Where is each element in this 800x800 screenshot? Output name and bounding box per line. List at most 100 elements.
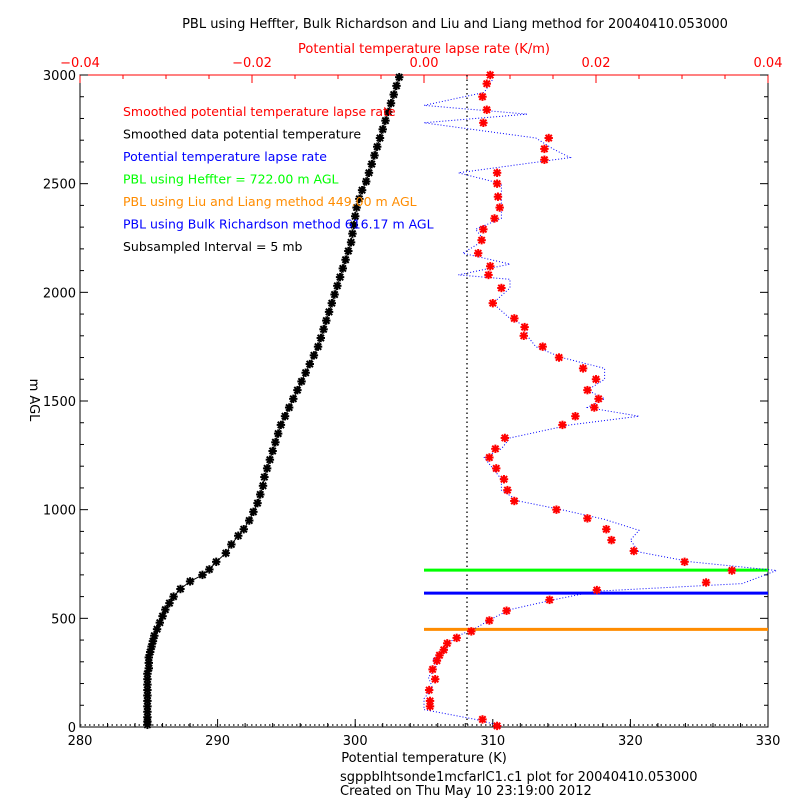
smoothed-temperature-point — [297, 377, 306, 386]
smoothed-temperature-point — [305, 359, 314, 369]
smoothed-lapse-rate-point — [425, 696, 435, 706]
smoothed-lapse-rate-point — [484, 270, 493, 280]
smoothed-temperature-point — [150, 631, 159, 640]
smoothed-temperature-point — [256, 490, 265, 499]
legend-entry: PBL using Liu and Liang method 449.00 m … — [123, 194, 417, 209]
smoothed-lapse-rate-point — [503, 485, 512, 495]
smoothed-temperature-point — [364, 168, 374, 177]
smoothed-lapse-rate-point — [590, 403, 599, 412]
smoothed-lapse-rate-point — [486, 70, 495, 80]
smoothed-temperature-point — [381, 116, 390, 125]
smoothed-temperature-point — [324, 307, 334, 317]
bottom-tick-label: 300 — [343, 734, 368, 749]
legend: Smoothed potential temperature lapse rat… — [123, 104, 434, 254]
smoothed-lapse-rate-point — [478, 92, 487, 101]
smoothed-lapse-rate-point — [467, 627, 476, 636]
smoothed-lapse-rate-point — [486, 262, 495, 271]
smoothed-lapse-rate-point — [428, 665, 437, 674]
smoothed-lapse-rate-point — [479, 118, 488, 128]
smoothed-temperature-point — [338, 264, 348, 273]
smoothed-lapse-rate-point — [491, 444, 500, 454]
smoothed-temperature-point — [276, 420, 286, 430]
smoothed-temperature-point — [341, 255, 350, 264]
smoothed-lapse-rate-point — [500, 433, 510, 443]
smoothed-temperature-point — [335, 272, 345, 282]
smoothed-temperature-point — [165, 598, 174, 608]
smoothed-temperature-point — [351, 212, 360, 221]
smoothed-temperature-point — [205, 565, 214, 574]
smoothed-temperature-point — [280, 412, 290, 421]
smoothed-lapse-rate-point — [439, 645, 448, 655]
smoothed-temperature-point — [367, 159, 376, 169]
smoothed-lapse-rate-point — [520, 322, 529, 332]
smoothed-lapse-rate-point — [544, 133, 553, 143]
smoothed-lapse-rate-point — [478, 715, 487, 724]
smoothed-temperature-point — [344, 246, 353, 256]
chart-title: PBL using Heffter, Bulk Richardson and L… — [182, 17, 728, 32]
smoothed-lapse-rate-point — [510, 314, 519, 323]
smoothed-temperature-point — [348, 229, 357, 238]
legend-entry: Smoothed potential temperature lapse rat… — [123, 104, 396, 119]
footer-created: Created on Thu May 10 23:19:00 2012 — [340, 784, 592, 799]
y-tick-label: 1000 — [43, 504, 76, 519]
smoothed-temperature-point — [155, 618, 165, 627]
smoothed-lapse-rate-point — [490, 214, 499, 223]
smoothed-temperature-point — [239, 525, 248, 534]
y-tick-label: 2000 — [43, 286, 76, 301]
smoothed-temperature-point — [293, 385, 302, 395]
smoothed-temperature-point — [212, 557, 221, 567]
footer-source: sgppblhtsonde1mcfarlC1.c1 plot for 20040… — [340, 770, 698, 785]
smoothed-temperature-point — [227, 540, 236, 549]
smoothed-lapse-rate-point — [492, 721, 502, 731]
smoothed-lapse-rate-point — [583, 385, 592, 395]
smoothed-lapse-rate-point — [482, 105, 491, 114]
y-tick-label: 1500 — [43, 395, 76, 410]
top-axis-ticks: −0.04 −0.02 0.00 0.02 0.04 — [60, 56, 782, 83]
smoothed-lapse-rate-point — [492, 168, 502, 177]
legend-entry: PBL using Bulk Richardson method 616.17 … — [123, 217, 434, 232]
bottom-tick-label: 320 — [618, 734, 643, 749]
smoothed-lapse-rate-point — [485, 616, 494, 625]
smoothed-lapse-rate-point — [492, 464, 501, 473]
smoothed-temperature-point — [322, 316, 331, 325]
smoothed-temperature-point — [260, 472, 269, 482]
smoothed-lapse-rate-point — [479, 225, 488, 234]
smoothed-temperature-point — [392, 81, 401, 91]
smoothed-lapse-rate-point — [452, 633, 461, 643]
top-tick-label: −0.02 — [232, 56, 272, 71]
smoothed-temperature-point — [284, 403, 294, 412]
smoothed-temperature-point — [333, 281, 342, 291]
smoothed-temperature-point — [352, 203, 361, 212]
smoothed-lapse-rate-point — [497, 283, 506, 293]
smoothed-temperature-point — [389, 90, 398, 99]
smoothed-temperature-point — [176, 584, 185, 594]
smoothed-temperature-point — [169, 592, 178, 601]
smoothed-lapse-rate-point — [540, 144, 549, 154]
smoothed-temperature-point — [330, 290, 339, 299]
smoothed-temperature-point — [289, 394, 298, 404]
smoothed-lapse-rate-point — [552, 505, 561, 514]
smoothed-temperature-point — [152, 625, 162, 634]
smoothed-temperature-point — [309, 351, 319, 360]
y-tick-label: 2500 — [43, 178, 76, 193]
smoothed-temperature-point — [395, 72, 404, 82]
top-axis-label: Potential temperature lapse rate (K/m) — [298, 42, 550, 57]
smoothed-lapse-rate-point — [558, 420, 567, 430]
smoothed-lapse-rate-point — [602, 525, 611, 534]
smoothed-temperature-point — [185, 577, 195, 586]
smoothed-lapse-rate-point — [443, 639, 452, 648]
top-tick-label: 0.02 — [582, 56, 611, 71]
smoothed-temperature-point — [378, 125, 387, 134]
smoothed-temperature-point — [357, 185, 367, 195]
bottom-tick-label: 290 — [205, 734, 230, 749]
legend-entry: Subsampled Interval = 5 mb — [123, 239, 303, 254]
legend-entry: Potential temperature lapse rate — [123, 149, 327, 164]
top-tick-label: 0.04 — [754, 56, 783, 71]
smoothed-lapse-rate-point — [502, 606, 511, 615]
smoothed-temperature-point — [271, 438, 280, 447]
top-tick-label: 0.00 — [410, 56, 439, 71]
smoothed-lapse-rate-point — [578, 364, 588, 373]
smoothed-temperature-point — [258, 481, 268, 490]
smoothed-lapse-rate-point — [571, 412, 580, 421]
smoothed-temperature-point — [362, 177, 371, 186]
